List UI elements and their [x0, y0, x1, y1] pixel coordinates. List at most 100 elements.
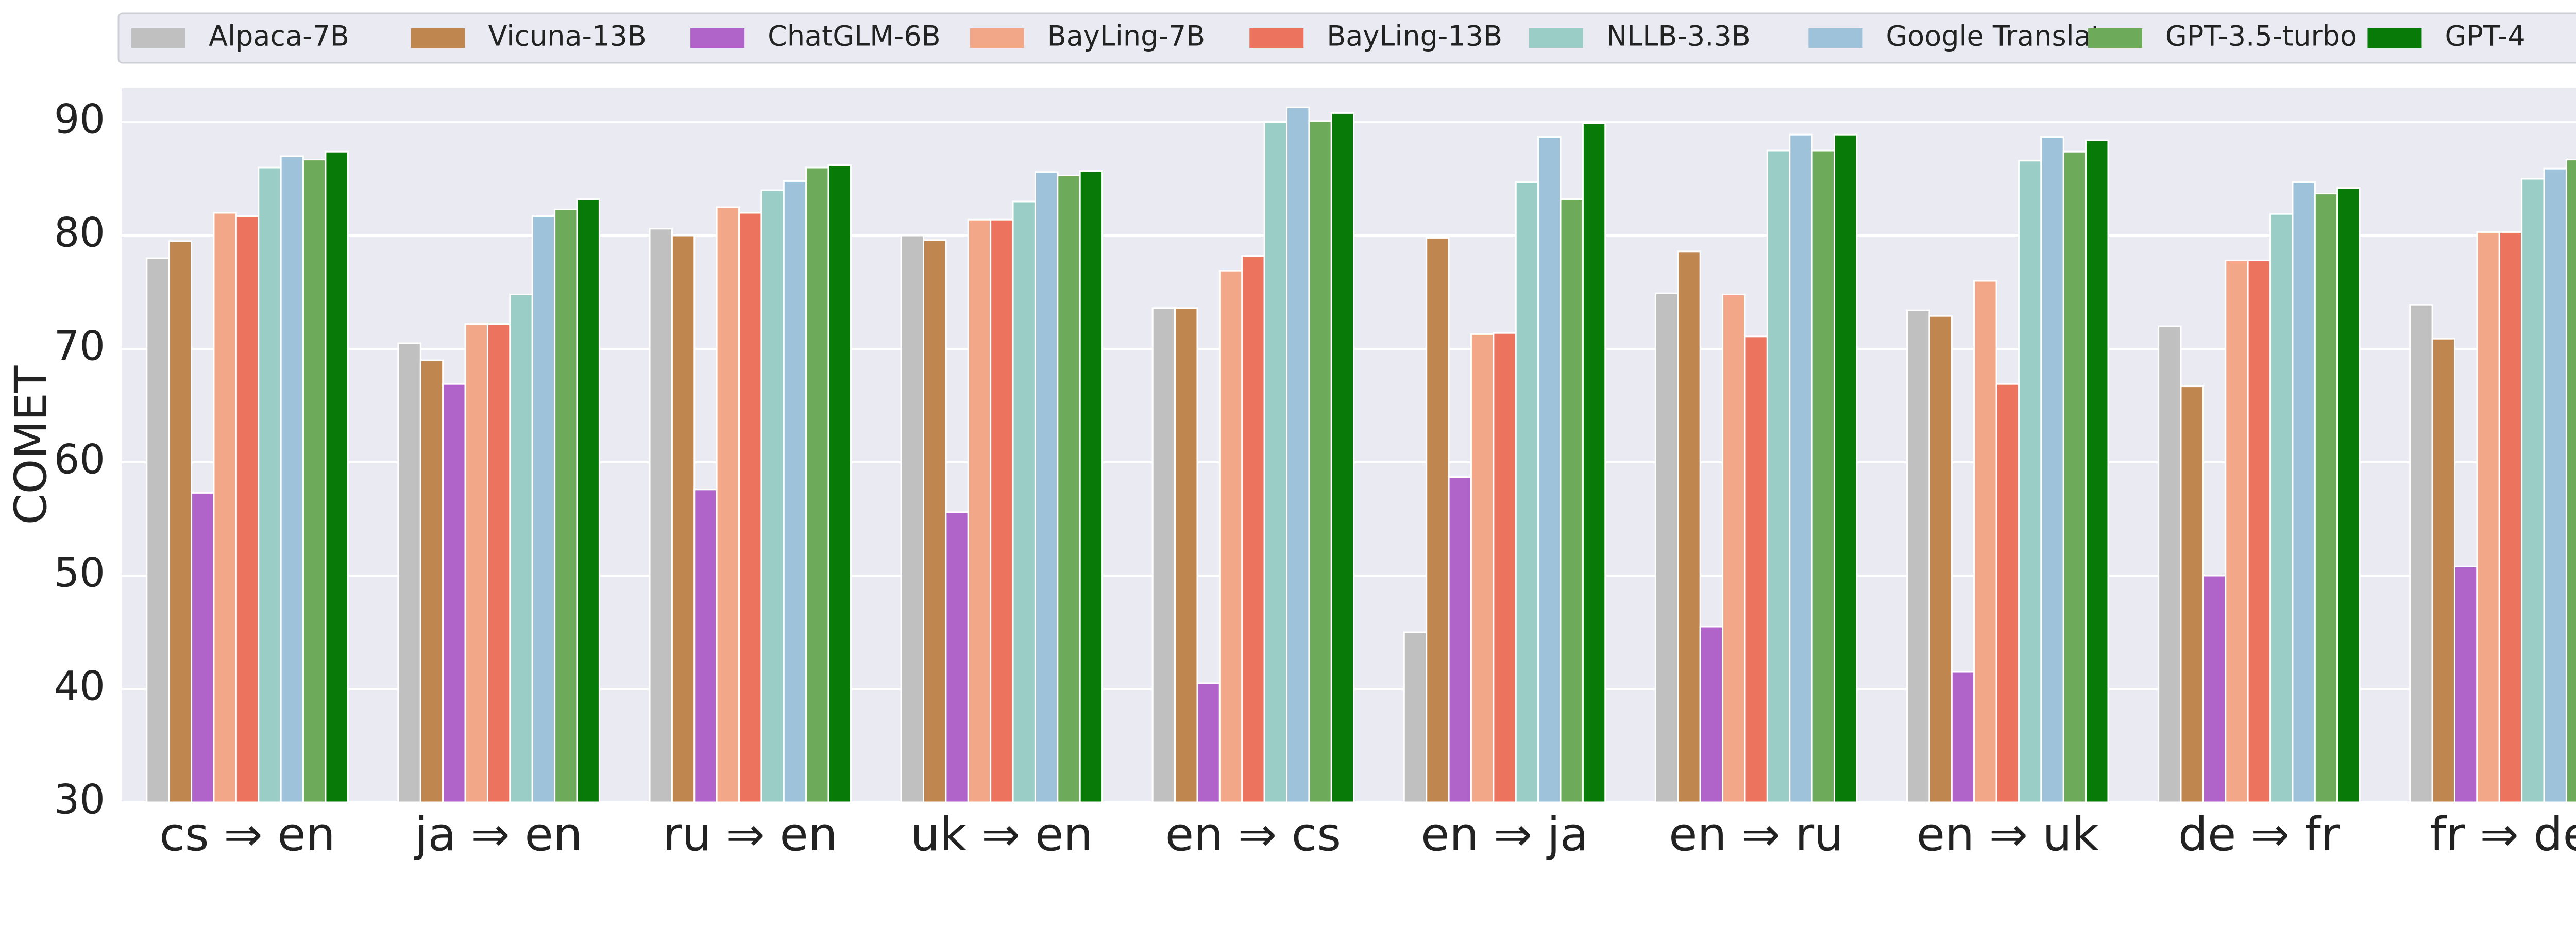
bar: [716, 206, 740, 803]
bar: [2543, 167, 2567, 803]
bar: [2202, 575, 2227, 803]
legend-swatch: [970, 28, 1024, 48]
bar: [1811, 149, 1836, 803]
bar: [302, 159, 327, 803]
x-tick-label: ru ⇒ en: [663, 808, 838, 862]
bar: [922, 239, 947, 803]
bar: [191, 492, 215, 803]
bar: [1834, 133, 1858, 803]
legend-swatch: [690, 28, 745, 48]
x-tick-label: en ⇒ ru: [1669, 808, 1843, 862]
bar: [2336, 187, 2361, 803]
y-tick-label: 60: [54, 436, 105, 483]
bar: [213, 212, 237, 803]
legend-swatch: [131, 28, 185, 48]
legend-label: BayLing-7B: [1047, 20, 1206, 53]
y-tick-label: 90: [54, 96, 105, 143]
x-tick-label: en ⇒ ja: [1421, 808, 1588, 862]
bar: [146, 257, 170, 803]
x-tick-label: en ⇒ uk: [1917, 808, 2099, 862]
bar: [1515, 181, 1539, 803]
x-tick-label: ja ⇒ en: [414, 808, 583, 862]
bar: [1995, 383, 2020, 803]
legend-label: GPT-4: [2445, 20, 2525, 53]
legend-swatch: [2088, 28, 2142, 48]
bar: [2476, 231, 2500, 803]
bar: [2292, 181, 2316, 803]
bar: [1151, 307, 1176, 803]
bar: [325, 150, 349, 803]
bar: [464, 323, 488, 803]
bar: [1012, 200, 1036, 803]
bar: [531, 215, 556, 803]
bar: [1426, 237, 1450, 803]
bar: [1906, 309, 1930, 803]
legend-label: Alpaca-7B: [209, 20, 349, 53]
bar: [1560, 198, 1584, 803]
legend-swatch: [411, 28, 465, 48]
bar: [1582, 122, 1606, 803]
bar: [1789, 133, 1813, 803]
legend-swatch: [2367, 28, 2422, 48]
bar: [1973, 280, 1997, 803]
bar: [1722, 293, 1746, 803]
bar: [760, 189, 785, 803]
bar: [1057, 174, 1081, 803]
bar: [2085, 139, 2109, 803]
legend-swatch: [1249, 28, 1304, 48]
bar: [1330, 112, 1355, 803]
x-tick-label: en ⇒ cs: [1165, 808, 1341, 862]
bar: [1079, 170, 1104, 803]
legend-label: GPT-3.5-turbo: [2165, 20, 2357, 53]
x-tick-label: uk ⇒ en: [910, 808, 1093, 862]
bar: [1493, 332, 1517, 803]
bar: [1744, 335, 1768, 803]
bar: [2158, 325, 2182, 803]
bar: [554, 208, 578, 803]
bar: [2269, 213, 2294, 803]
bar: [2521, 178, 2545, 803]
legend-label: Vicuna-13B: [488, 20, 647, 53]
bar: [1286, 106, 1310, 803]
bar: [1537, 136, 1562, 803]
y-tick-label: 70: [54, 323, 105, 369]
bar: [2498, 231, 2523, 803]
bar: [1263, 121, 1288, 803]
x-tick-label: de ⇒ fr: [2178, 808, 2340, 862]
bar: [576, 198, 600, 803]
bar: [805, 166, 829, 803]
bar: [967, 218, 992, 803]
bar: [509, 293, 533, 803]
bar: [2314, 193, 2338, 803]
bar: [235, 215, 260, 803]
bar: [783, 180, 807, 803]
bar: [738, 212, 762, 803]
y-tick-label: 40: [54, 663, 105, 710]
bar: [990, 218, 1014, 803]
bar: [2247, 259, 2272, 803]
legend-swatch: [1529, 28, 1583, 48]
bar: [1196, 682, 1221, 803]
bar: [1174, 307, 1198, 803]
legend-label: ChatGLM-6B: [768, 20, 941, 53]
y-tick-label: 30: [54, 777, 105, 823]
bar: [2062, 150, 2087, 803]
x-tick-label: cs ⇒ en: [159, 808, 335, 862]
bar: [1699, 626, 1724, 803]
bar: [827, 164, 852, 803]
bar: [168, 240, 193, 803]
bar: [2018, 160, 2042, 803]
bar: [2040, 136, 2064, 803]
bar: [1218, 270, 1243, 803]
y-tick-label: 80: [54, 210, 105, 256]
bar: [945, 511, 969, 803]
bar: [1470, 333, 1495, 803]
bar: [397, 342, 421, 803]
bar: [419, 359, 444, 803]
y-axis-label: COMET: [5, 365, 57, 525]
bar: [1034, 171, 1059, 803]
y-tick-label: 50: [54, 550, 105, 596]
bar: [442, 383, 466, 803]
bar: [486, 323, 511, 803]
